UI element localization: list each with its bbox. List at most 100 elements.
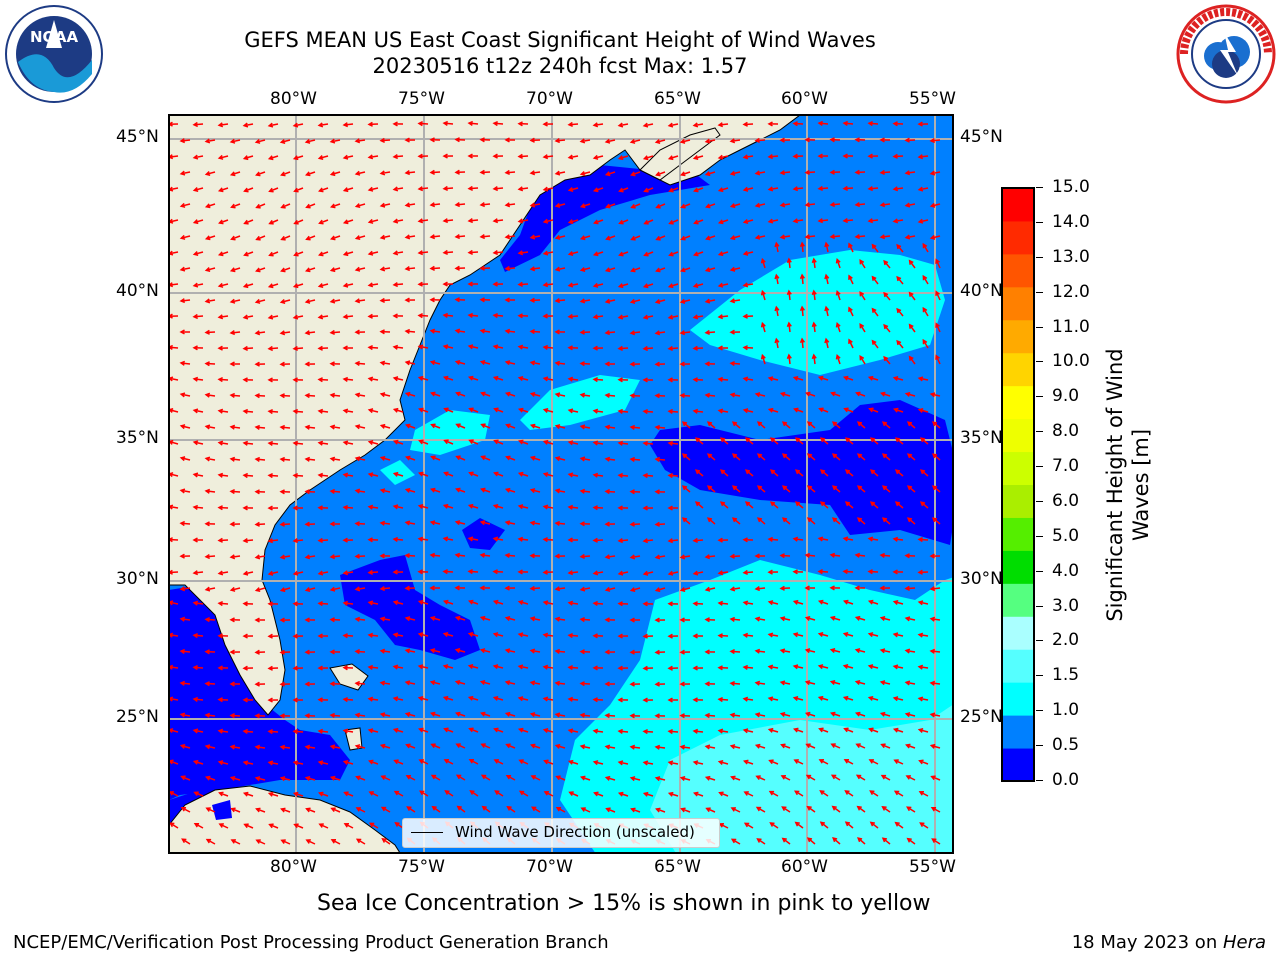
wave-arrow-head [742, 600, 749, 606]
wave-arrow-head [744, 437, 751, 443]
wave-arrow-head [754, 392, 761, 398]
wave-arrow-head [342, 122, 349, 128]
wave-arrow-head [817, 632, 824, 638]
colorbar-tick-mark [1036, 221, 1043, 223]
wave-arrow-head [786, 289, 792, 296]
wave-arrow-head [517, 281, 523, 287]
wave-arrow-head [655, 171, 661, 177]
wave-arrow-head [617, 472, 624, 479]
wave-arrow-head [654, 393, 660, 399]
wave-arrow-head [904, 680, 911, 686]
wave-arrow-head [792, 375, 799, 381]
wave-arrow-head [355, 838, 362, 844]
wave-arrow-head [892, 632, 899, 638]
wave-arrow-head [417, 121, 423, 127]
wave-arrow-head [742, 696, 749, 702]
wave-arrow-head [367, 504, 374, 510]
wave-arrow-head [392, 281, 399, 288]
wave-arrow-head [831, 421, 838, 427]
wave-arrow-head [367, 696, 374, 702]
wave-arrow-head [454, 615, 461, 621]
wave-arrow-head [793, 759, 799, 764]
wave-arrow-head [854, 202, 861, 208]
wave-arrow-head [254, 713, 260, 719]
lon-label-top-60w: 60°W [781, 89, 828, 109]
wave-arrow-head [867, 632, 874, 638]
wave-arrow-head [342, 408, 349, 414]
wave-arrow-head [642, 601, 648, 607]
wave-arrow-head [354, 170, 361, 176]
wave-arrow-head [679, 587, 686, 592]
wave-arrow-head [304, 776, 311, 781]
wave-arrow-head [379, 392, 386, 398]
wave-arrow-head [494, 790, 500, 796]
wave-arrow-head [592, 697, 598, 703]
wave-arrow-head [904, 234, 911, 240]
wave-region-9 [462, 518, 505, 550]
wave-arrow-head [704, 138, 711, 144]
wave-arrow-head [767, 121, 773, 127]
wave-arrow-head [392, 569, 398, 575]
wave-arrow-head [729, 392, 736, 398]
wave-arrow-head [367, 537, 373, 543]
wave-arrow-head [767, 536, 774, 543]
wave-arrow-head [667, 155, 674, 161]
wave-arrow-head [292, 570, 299, 576]
wave-arrow-head [692, 537, 698, 544]
wave-arrow-head [217, 154, 224, 160]
wave-arrow-head [292, 538, 299, 544]
wave-arrow-head [848, 306, 853, 312]
wave-arrow-head [892, 569, 898, 575]
colorbar-tick-label: 0.0 [1052, 770, 1080, 790]
wave-arrow-head [467, 569, 473, 575]
wave-arrow-head [243, 187, 249, 193]
wave-arrow-head [730, 775, 736, 781]
wave-arrow-head [267, 505, 273, 511]
wave-arrow-head [780, 775, 787, 780]
wave-arrow-head [754, 586, 761, 592]
wave-arrow-head [517, 632, 524, 638]
wave-arrow-head [922, 274, 928, 281]
wave-arrow-head [280, 839, 286, 844]
wave-arrow-head [279, 776, 286, 782]
wave-arrow-head [654, 744, 661, 750]
wave-arrow-head [894, 821, 900, 827]
wave-arrow-head [806, 453, 813, 459]
wave-arrow-head [217, 570, 224, 576]
wave-arrow-head [204, 235, 211, 241]
wave-arrow-head [242, 283, 249, 289]
wave-arrow-head [694, 437, 701, 443]
wave-arrow-head [329, 521, 335, 527]
colorbar-tick-label: 13.0 [1052, 246, 1090, 267]
wave-arrow-head [229, 713, 235, 719]
wave-arrow-head [742, 408, 749, 414]
wave-arrow-head [817, 375, 824, 381]
wave-arrow-head [455, 487, 461, 493]
wave-arrow-head [854, 585, 860, 591]
wave-arrow-head [704, 361, 710, 367]
wave-arrow-head [380, 806, 387, 812]
wave-arrow-head [554, 712, 561, 718]
wave-arrow-head [179, 234, 186, 240]
wave-arrow-head [905, 775, 911, 780]
wave-arrow-head [467, 281, 473, 287]
wave-arrow-head [917, 569, 923, 575]
wave-arrow-head [379, 488, 386, 494]
wave-arrow-head [342, 345, 348, 351]
wave-arrow-head [929, 392, 936, 398]
wave-arrow-head [179, 586, 186, 592]
wave-arrow-head [930, 806, 937, 812]
wave-arrow-head [629, 649, 635, 655]
wave-arrow-head [805, 391, 811, 397]
wave-arrow-head [429, 137, 435, 143]
wave-arrow-head [829, 615, 836, 621]
wave-arrow-head [542, 121, 548, 127]
wave-arrow-head [819, 437, 826, 443]
wave-arrow-head [267, 440, 274, 446]
wave-arrow-head [280, 203, 286, 209]
wave-arrow-head [706, 453, 713, 459]
wave-arrow-head [604, 649, 610, 655]
wave-arrow-head [367, 154, 374, 160]
wave-arrow-head [717, 537, 723, 543]
wave-arrow-head [756, 421, 763, 427]
